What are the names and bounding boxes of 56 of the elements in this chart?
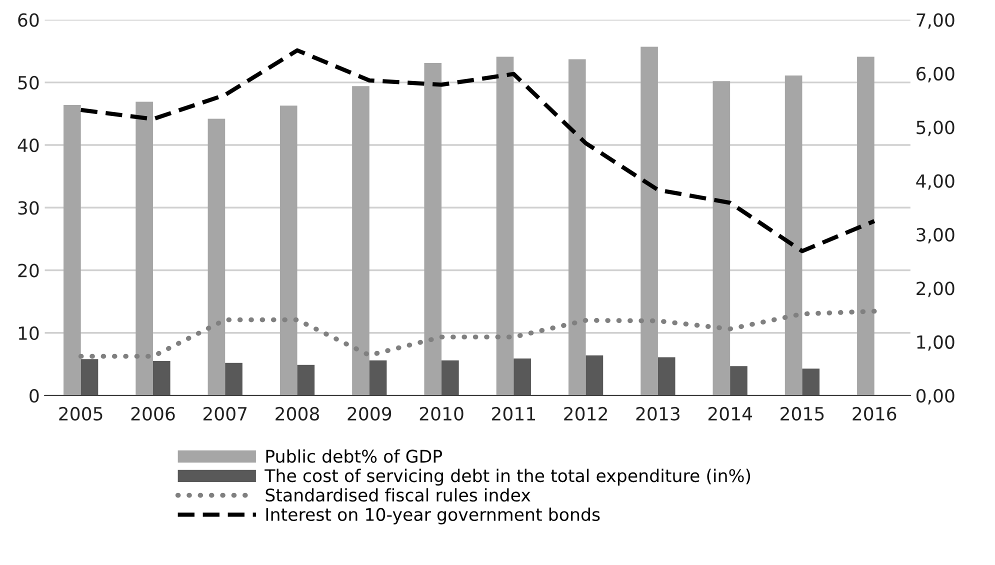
bar: [730, 366, 748, 396]
y-tick-label: 20: [18, 264, 39, 278]
legend-label: Public debt% of GDP: [266, 449, 442, 463]
legend-label: Standardised fiscal rules index: [266, 488, 530, 502]
bar: [64, 104, 81, 396]
line-series: [78, 308, 877, 359]
bar: [225, 362, 242, 396]
bar: [80, 359, 98, 396]
y-tick-label: 10: [18, 326, 39, 340]
x-tick-label: 2007: [203, 406, 247, 421]
bar: [442, 360, 459, 396]
bar: [352, 86, 370, 396]
bar: [424, 62, 442, 396]
bar: [586, 355, 604, 396]
bar: [857, 56, 874, 396]
bar: [712, 81, 730, 396]
legend-label: Interest on 10-year government bonds: [266, 508, 600, 524]
y-tick-label: 30: [18, 201, 39, 215]
y2-tick-label: 2,00: [916, 282, 954, 298]
x-tick-label: 2005: [59, 406, 102, 421]
bar: [369, 360, 387, 396]
y2-tick-label: 1,00: [917, 335, 954, 351]
y2-tick-label: 5,00: [916, 120, 954, 136]
y-tick-label: 0: [30, 388, 39, 403]
bar: [297, 364, 315, 396]
x-tick-label: 2009: [348, 406, 392, 421]
bar: [658, 357, 676, 396]
bar: [208, 118, 226, 396]
x-tick-label: 2011: [492, 406, 535, 421]
bar: [496, 56, 514, 396]
bar: [802, 368, 820, 396]
y2-tick-label: 0,00: [916, 388, 954, 404]
x-tick-label: 2013: [636, 406, 680, 421]
x-tick-label: 2012: [564, 406, 607, 421]
y2-tick-label: 3,00: [916, 228, 954, 244]
x-tick-label: 2006: [131, 406, 175, 421]
y-tick-label: 40: [18, 138, 39, 152]
y2-tick-label: 7,00: [916, 13, 954, 29]
x-tick-label: 2008: [276, 406, 319, 421]
y-tick-label: 60: [18, 13, 39, 27]
x-tick-label: 2014: [708, 406, 752, 421]
x-tick-label: 2010: [420, 406, 464, 421]
y-tick-label: 50: [18, 76, 39, 90]
x-tick-label: 2016: [852, 406, 896, 421]
bar: [152, 361, 170, 396]
y2-tick-label: 6,00: [916, 66, 954, 82]
bar: [568, 59, 586, 396]
bar: [640, 46, 658, 396]
bar: [514, 358, 531, 396]
x-tick-label: 2015: [780, 406, 824, 421]
y2-tick-label: 4,00: [916, 174, 954, 190]
line-series: [78, 48, 876, 254]
bar: [280, 106, 298, 396]
legend-label: The cost of servicing debt in the total expenditure (in%): [264, 468, 750, 486]
bar: [136, 102, 153, 396]
bar: [784, 76, 802, 396]
